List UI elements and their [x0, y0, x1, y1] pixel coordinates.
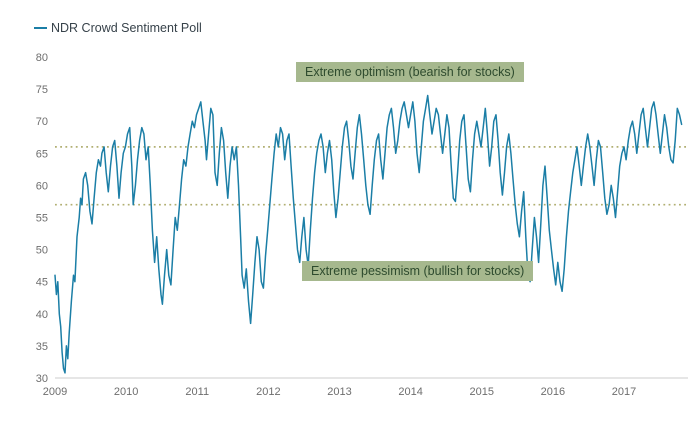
- y-tick-label: 75: [36, 84, 48, 96]
- legend-label: NDR Crowd Sentiment Poll: [51, 21, 202, 35]
- x-tick-label: 2011: [185, 386, 209, 398]
- annotation-extreme-optimism: Extreme optimism (bearish for stocks): [296, 62, 524, 82]
- y-tick-label: 65: [36, 148, 48, 160]
- x-tick-label: 2009: [43, 386, 67, 398]
- y-tick-label: 50: [36, 245, 48, 257]
- x-tick-label: 2010: [114, 386, 138, 398]
- y-tick-label: 30: [36, 373, 48, 385]
- x-tick-label: 2013: [327, 386, 351, 398]
- series-line-ndr-crowd-sentiment: [54, 94, 683, 374]
- y-tick-label: 70: [36, 116, 48, 128]
- annotation-extreme-pessimism: Extreme pessimism (bullish for stocks): [302, 261, 534, 281]
- legend: NDR Crowd Sentiment Poll: [34, 21, 202, 35]
- x-tick-label: 2014: [398, 386, 422, 398]
- y-tick-label: 80: [36, 52, 48, 64]
- legend-line-swatch: [34, 27, 47, 29]
- x-tick-label: 2012: [256, 386, 280, 398]
- y-tick-label: 55: [36, 213, 48, 225]
- x-tick-label: 2017: [612, 386, 636, 398]
- y-tick-label: 60: [36, 180, 48, 192]
- x-tick-label: 2015: [469, 386, 493, 398]
- y-tick-label: 45: [36, 277, 48, 289]
- x-tick-label: 2016: [541, 386, 565, 398]
- y-tick-label: 35: [36, 341, 48, 353]
- y-tick-label: 40: [36, 309, 48, 321]
